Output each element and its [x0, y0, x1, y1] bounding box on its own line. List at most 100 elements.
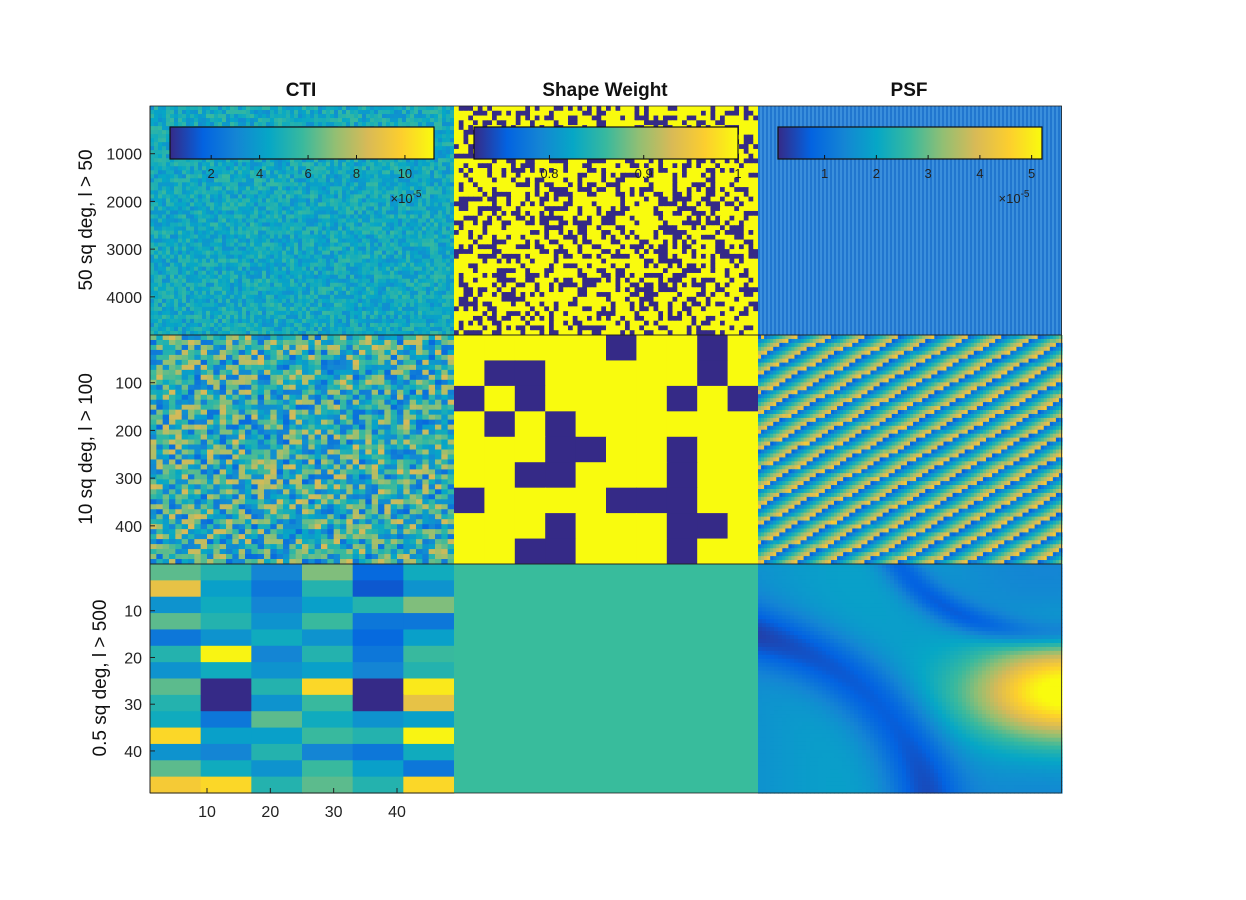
heatmap-cell	[154, 194, 159, 200]
heatmap-cell	[254, 306, 259, 312]
heatmap-cell	[442, 322, 447, 328]
heatmap-cell	[286, 306, 291, 312]
heatmap-cell	[318, 322, 323, 328]
heatmap-cell	[210, 106, 215, 111]
heatmap-cell	[326, 262, 331, 268]
heatmap-cell	[198, 282, 203, 288]
heatmap-cell	[394, 114, 399, 119]
heatmap-cell	[162, 206, 167, 212]
heatmap-cell	[242, 238, 247, 244]
heatmap-cell	[386, 282, 391, 288]
heatmap-cell	[162, 110, 167, 115]
heatmap-cell	[346, 198, 351, 204]
heatmap-cell	[434, 126, 439, 131]
heatmap-cell	[390, 242, 395, 248]
heatmap-cell	[318, 266, 323, 272]
heatmap-cell	[430, 214, 435, 220]
heatmap-cell	[266, 226, 271, 232]
heatmap-cell	[468, 148, 474, 155]
heatmap-cell	[214, 234, 219, 240]
heatmap-cell	[446, 114, 451, 119]
heatmap-cell	[729, 120, 735, 126]
heatmap-cell	[366, 322, 371, 328]
heatmap-cell	[234, 206, 239, 212]
heatmap-cell	[286, 246, 291, 252]
heatmap-cell	[302, 106, 307, 111]
heatmap-cell	[266, 182, 271, 187]
heatmap-cell	[629, 106, 636, 112]
heatmap-cell	[314, 206, 319, 212]
heatmap-cell	[290, 318, 295, 324]
heatmap-cell	[198, 266, 203, 272]
heatmap-cell	[150, 322, 155, 328]
heatmap-cell	[342, 198, 347, 204]
heatmap-cell	[158, 330, 163, 336]
heatmap-cell	[374, 110, 379, 115]
heatmap-cell	[394, 110, 399, 115]
heatmap-cell	[450, 118, 455, 123]
heatmap-cell	[270, 106, 275, 111]
heatmap-cell	[458, 120, 465, 126]
heatmap-cell	[402, 202, 407, 208]
heatmap-cell	[302, 230, 307, 236]
heatmap-cell	[150, 118, 155, 123]
heatmap-cell	[322, 186, 327, 191]
heatmap-cell	[182, 330, 187, 336]
heatmap-cell	[346, 214, 351, 220]
heatmap-cell	[406, 174, 411, 179]
heatmap-cell	[314, 118, 319, 123]
heatmap-cell	[374, 302, 379, 308]
heatmap-cell	[434, 274, 439, 280]
heatmap-cell	[378, 306, 383, 312]
heatmap-cell	[238, 302, 243, 308]
heatmap-cell	[234, 310, 239, 316]
heatmap-cell	[202, 178, 207, 183]
heatmap-cell	[254, 206, 259, 212]
heatmap-cell	[390, 282, 395, 288]
heatmap-cell	[278, 174, 283, 179]
heatmap-cell	[302, 174, 307, 179]
heatmap-cell	[210, 214, 215, 220]
heatmap-cell	[310, 258, 315, 264]
heatmap-cell	[438, 222, 443, 228]
heatmap-cell	[314, 258, 319, 264]
heatmap-cell	[162, 322, 167, 328]
heatmap-cell	[553, 106, 560, 112]
heatmap-cell	[206, 222, 211, 228]
heatmap-cell	[354, 186, 359, 191]
heatmap-cell	[242, 162, 247, 167]
heatmap-cell	[162, 162, 167, 167]
heatmap-cell	[250, 274, 255, 280]
heatmap-cell	[250, 218, 255, 224]
heatmap-cell	[302, 218, 307, 224]
heatmap-cell	[378, 226, 383, 232]
heatmap-cell	[258, 266, 263, 272]
heatmap-cell	[182, 318, 187, 324]
heatmap-cell	[330, 186, 335, 191]
heatmap-cell	[254, 166, 259, 171]
heatmap-cell	[274, 214, 279, 220]
heatmap-cell	[358, 242, 363, 248]
heatmap-cell	[648, 106, 655, 112]
heatmap-cell	[539, 120, 545, 126]
heatmap-cell	[290, 158, 295, 163]
heatmap-cell	[382, 330, 387, 336]
heatmap-cell	[170, 322, 175, 328]
heatmap-cell	[410, 114, 415, 119]
heatmap-cell	[410, 330, 415, 336]
heatmap-cell	[606, 115, 612, 121]
heatmap-cell	[330, 246, 335, 252]
heatmap-cell	[254, 198, 259, 204]
heatmap-cell	[374, 294, 379, 300]
heatmap-cell	[370, 222, 375, 228]
heatmap-cell	[226, 242, 231, 248]
heatmap-cell	[326, 250, 331, 256]
heatmap-cell	[354, 294, 359, 300]
heatmap-cell	[406, 166, 411, 171]
heatmap-cell	[572, 115, 579, 121]
heatmap-cell	[190, 114, 195, 119]
heatmap-cell	[302, 266, 307, 272]
heatmap-cell	[274, 162, 279, 167]
heatmap-cell	[422, 170, 427, 175]
heatmap-cell	[218, 226, 223, 232]
